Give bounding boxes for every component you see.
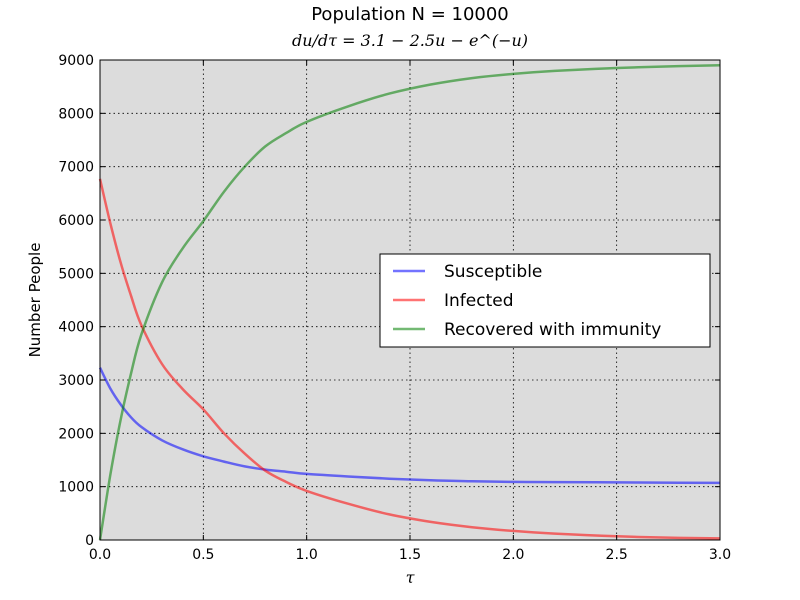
- chart-subtitle: du/dτ = 3.1 − 2.5u − e^(−u): [292, 31, 528, 50]
- series-lines: [98, 64, 721, 541]
- y-tick-label: 9000: [58, 53, 94, 69]
- x-tick-label: 0.5: [192, 547, 214, 563]
- y-tick-label: 8000: [58, 106, 94, 122]
- x-tick-label: 2.0: [502, 547, 524, 563]
- y-tick-label: 4000: [58, 320, 94, 336]
- y-tick-label: 0: [85, 533, 94, 549]
- chart-title: Population N = 10000: [311, 4, 509, 25]
- x-tick-label: 1.5: [399, 547, 421, 563]
- x-tick-label: 3.0: [709, 547, 731, 563]
- legend-label-infected: Infected: [444, 291, 514, 311]
- x-tick-label: 1.0: [296, 547, 318, 563]
- y-tick-label: 6000: [58, 213, 94, 229]
- series-line-infected: [98, 178, 721, 540]
- axis-ticks: 0.0 0.5 1.0 1.5 2.0 2.5 3.0 0 1000 2000 3000 4000 50…: [58, 53, 731, 563]
- legend-label-recovered-with-immunity: Recovered with immunity: [444, 320, 661, 340]
- y-axis-label: Number People: [26, 243, 44, 358]
- y-tick-label: 1000: [58, 480, 94, 496]
- y-tick-label: 3000: [58, 373, 94, 389]
- x-tick-label: 0.0: [89, 547, 111, 563]
- x-tick-label: 2.5: [606, 547, 628, 563]
- y-tick-label: 7000: [58, 160, 94, 176]
- y-tick-label: 5000: [58, 266, 94, 282]
- legend: Susceptible Infected Recovered with immuni…: [379, 253, 711, 348]
- legend-box: [379, 253, 711, 348]
- series-line-susceptible: [98, 367, 721, 485]
- y-tick-label: 2000: [58, 426, 94, 442]
- x-axis-label: τ: [406, 568, 416, 587]
- legend-label-susceptible: Susceptible: [444, 262, 542, 282]
- series-line-recovered-with-immunity: [98, 64, 721, 541]
